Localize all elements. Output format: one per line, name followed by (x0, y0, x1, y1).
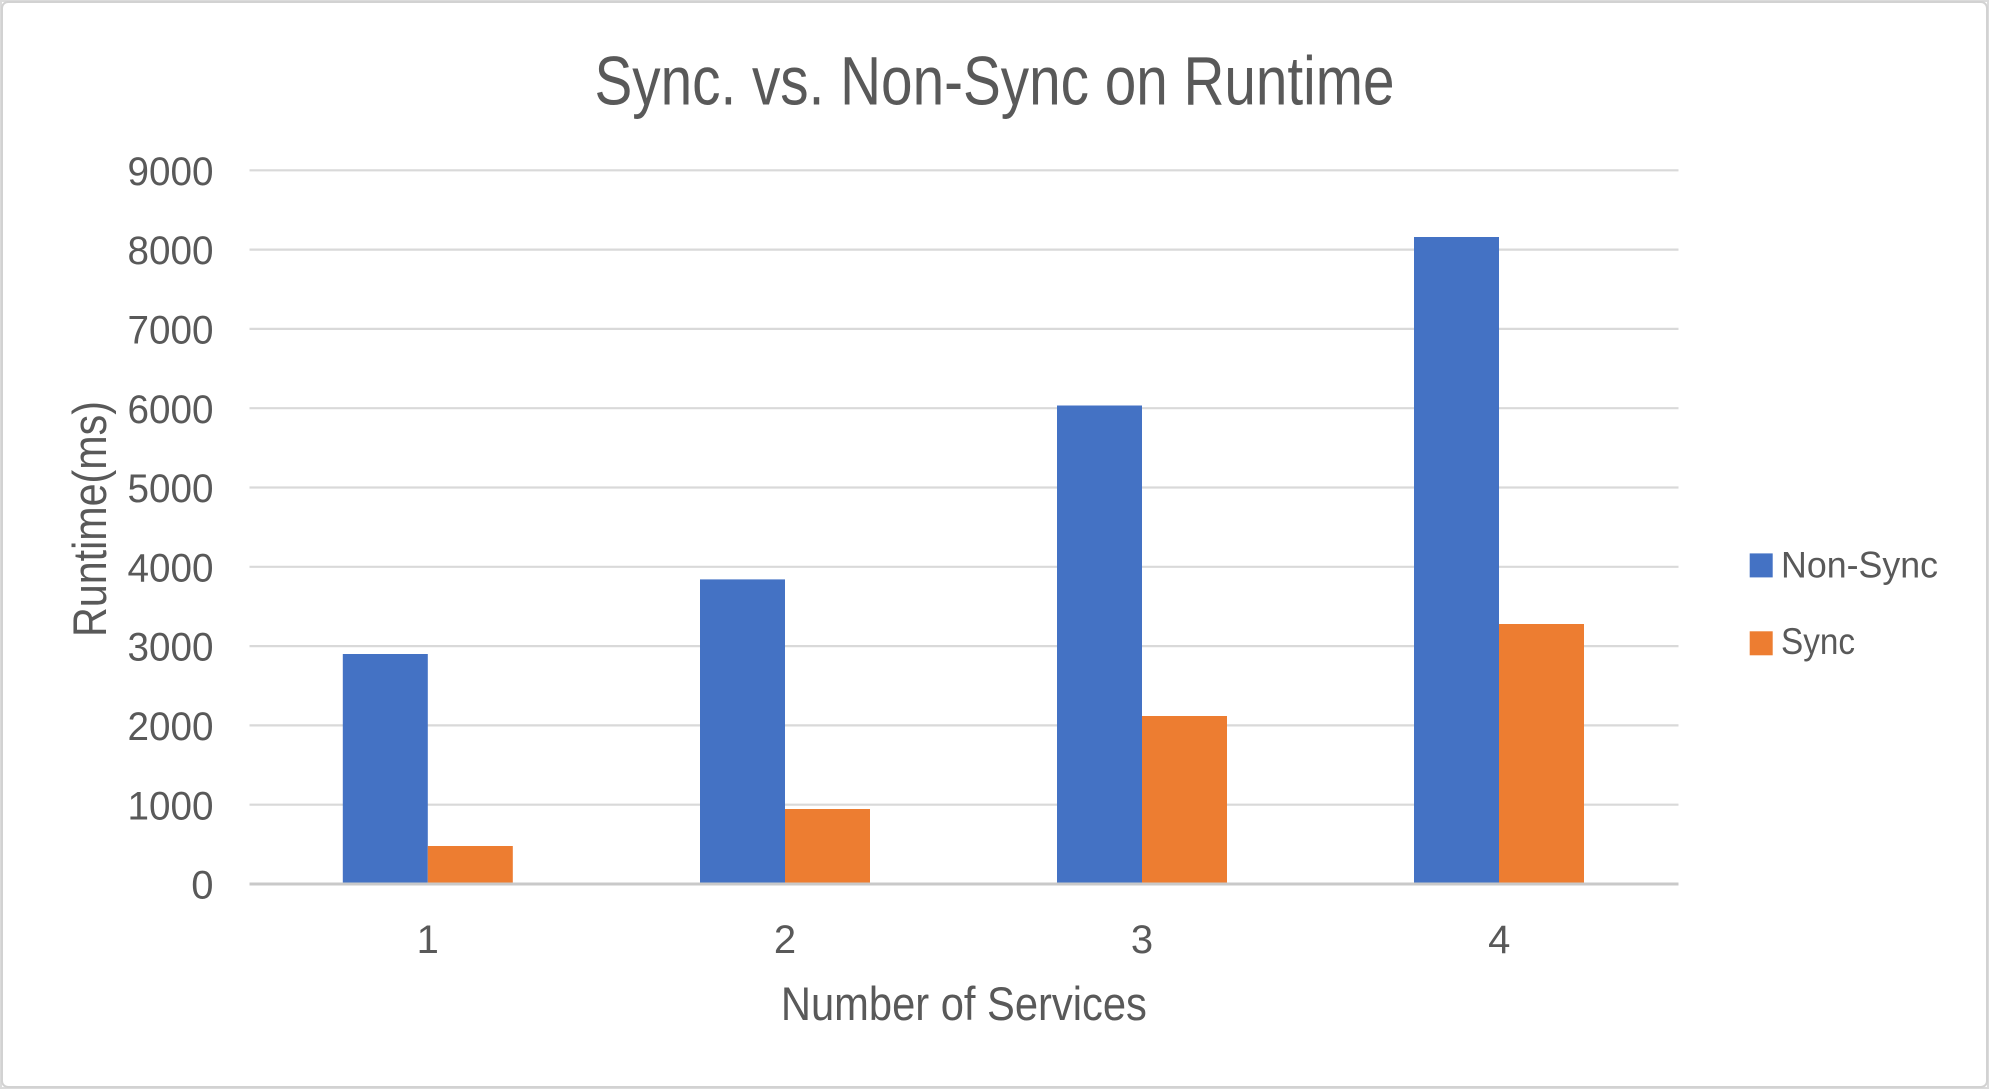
svg-text:3: 3 (1131, 918, 1153, 962)
svg-text:Sync. vs. Non-Sync on Runtime: Sync. vs. Non-Sync on Runtime (595, 43, 1395, 120)
svg-text:2000: 2000 (128, 705, 214, 749)
svg-text:1000: 1000 (128, 784, 214, 828)
svg-text:5000: 5000 (128, 467, 214, 511)
svg-text:7000: 7000 (128, 309, 214, 353)
svg-text:0: 0 (191, 864, 213, 908)
svg-text:Runtime(ms): Runtime(ms) (63, 401, 116, 637)
svg-text:Sync: Sync (1781, 621, 1855, 662)
svg-text:9000: 9000 (128, 150, 214, 194)
svg-text:4000: 4000 (128, 546, 214, 590)
svg-text:2: 2 (774, 918, 796, 962)
svg-text:Number of Services: Number of Services (781, 977, 1147, 1030)
svg-text:1: 1 (417, 918, 439, 962)
svg-text:Non-Sync: Non-Sync (1781, 545, 1938, 586)
svg-text:3000: 3000 (128, 626, 214, 670)
svg-text:8000: 8000 (128, 229, 214, 273)
svg-text:6000: 6000 (128, 388, 214, 432)
svg-text:4: 4 (1488, 918, 1510, 962)
